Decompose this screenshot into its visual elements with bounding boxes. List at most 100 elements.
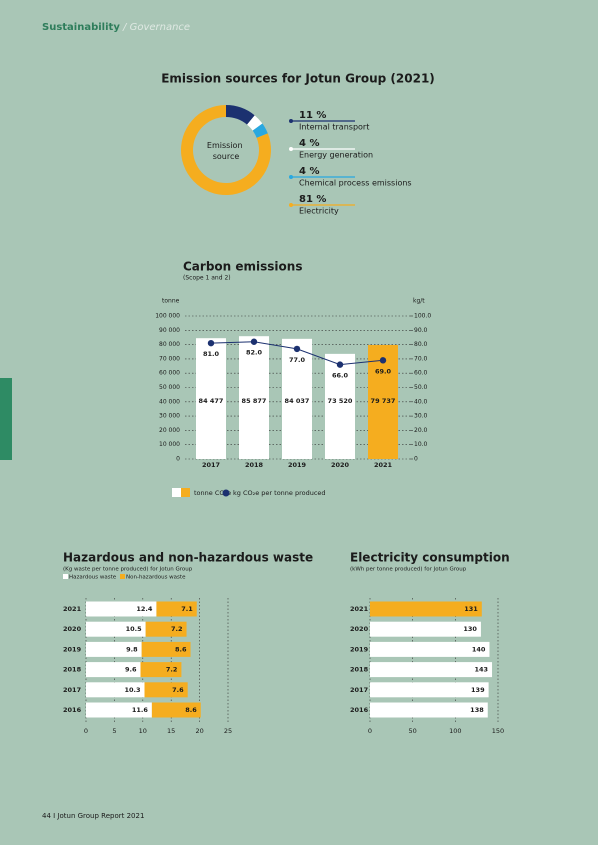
bar-segment <box>86 641 142 657</box>
bar-label: 131 <box>464 605 478 613</box>
y-tick-label: 0 <box>176 456 180 463</box>
bar-label: 73 520 <box>328 397 353 405</box>
bar-label: 140 <box>472 645 486 653</box>
bar-label: 138 <box>470 706 484 714</box>
x-tick-label: 150 <box>492 727 504 735</box>
x-tick-label: 2019 <box>288 461 307 469</box>
subsection: / Governance <box>122 22 190 33</box>
bar-label: 7.1 <box>181 605 193 613</box>
y-tick-label: 2019 <box>63 645 82 653</box>
x-tick-label: 100 <box>449 727 461 735</box>
bar <box>368 344 398 459</box>
bar-label: 10.5 <box>126 625 143 633</box>
legend-dot <box>222 489 230 497</box>
line-point <box>379 357 387 364</box>
legend-label: Non-hazardous waste <box>126 575 186 581</box>
y-tick-label: 2020 <box>63 625 82 633</box>
legend-dot <box>289 147 293 151</box>
legend-label: Chemical process emissions <box>299 179 412 188</box>
header: Sustainability / Governance <box>42 22 190 33</box>
y-tick-label: 40 000 <box>159 398 180 405</box>
legend-label: Electricity <box>299 207 339 216</box>
legend-label: Energy generation <box>299 151 373 160</box>
bar-segment <box>86 682 145 698</box>
section: Sustainability <box>42 22 120 33</box>
y2-tick-label: 30.0 <box>414 413 428 420</box>
legend-dot <box>289 119 293 123</box>
bar <box>370 641 490 657</box>
bar-segment <box>144 682 188 698</box>
y-tick-label: 60 000 <box>159 370 180 377</box>
bar-label: 130 <box>463 625 477 633</box>
bar-segment <box>156 601 197 617</box>
bar-label: 8.6 <box>175 645 187 653</box>
bar-segment <box>86 601 157 617</box>
y-tick-label: 2018 <box>350 666 369 674</box>
y2-tick-label: 100.0 <box>414 313 431 320</box>
y-tick-label: 2020 <box>350 625 369 633</box>
bar-label: 8.6 <box>185 706 197 714</box>
y-tick-label: 30 000 <box>159 413 180 420</box>
x-tick-label: 15 <box>167 727 175 735</box>
x-tick-label: 5 <box>112 727 116 735</box>
bar <box>370 601 482 617</box>
bar-segment <box>151 702 201 718</box>
line-point <box>207 339 215 347</box>
bar <box>370 621 481 637</box>
y2-tick-label: 10.0 <box>414 441 428 448</box>
legend-value: 4 % <box>299 166 319 177</box>
legend-label: Hazardous waste <box>69 575 117 581</box>
y-axis-label: tonne <box>162 298 180 305</box>
legend-swatch <box>181 488 190 497</box>
y-tick-label: 50 000 <box>159 384 180 391</box>
bar <box>282 338 312 459</box>
line-label: 82.0 <box>246 349 263 357</box>
bar-label: 7.6 <box>172 686 184 694</box>
line-label: 77.0 <box>289 356 306 364</box>
bar-label: 10.3 <box>124 686 140 694</box>
y2-tick-label: 80.0 <box>414 341 428 348</box>
bar-segment <box>86 702 152 718</box>
chart-subtitle: (kWh per tonne produced) for Jotun Group <box>350 567 467 573</box>
bar-label: 12.4 <box>136 605 153 613</box>
chart-title: Emission sources for Jotun Group (2021) <box>161 72 435 86</box>
y-tick-label: 80 000 <box>159 341 180 348</box>
side-tab <box>0 378 12 460</box>
bar <box>325 353 355 459</box>
legend-label: kg CO₂e per tonne produced <box>233 489 326 497</box>
bar-label: 9.6 <box>125 666 137 674</box>
bar-label: 84 037 <box>285 397 310 405</box>
y-tick-label: 2021 <box>350 605 369 613</box>
y2-axis-label: kg/t <box>413 298 425 305</box>
x-tick-label: 50 <box>409 727 417 735</box>
y-tick-label: 10 000 <box>159 441 180 448</box>
y2-tick-label: 40.0 <box>414 398 428 405</box>
x-tick-label: 20 <box>195 727 203 735</box>
bar <box>370 662 493 678</box>
bar-segment <box>140 662 182 678</box>
y-tick-label: 2016 <box>350 706 369 714</box>
bar <box>196 338 226 459</box>
line-label: 81.0 <box>203 350 220 358</box>
y2-tick-label: 60.0 <box>414 370 428 377</box>
donut-segment <box>247 115 263 131</box>
bar-segment <box>145 621 187 637</box>
line-label: 69.0 <box>375 367 392 375</box>
y2-tick-label: 90.0 <box>414 327 428 334</box>
x-tick-label: 2017 <box>202 461 220 469</box>
chart-title: Carbon emissions <box>183 260 302 274</box>
bar-label: 7.2 <box>166 666 178 674</box>
y-tick-label: 20 000 <box>159 427 180 434</box>
bar <box>370 702 488 718</box>
x-tick-label: 2021 <box>374 461 393 469</box>
y2-tick-label: 50.0 <box>414 384 428 391</box>
bar-segment <box>86 621 146 637</box>
center-label: Emission source <box>207 141 245 161</box>
bar-label: 7.2 <box>171 625 183 633</box>
y-tick-label: 100 000 <box>155 313 180 320</box>
y-tick-label: 2019 <box>350 645 369 653</box>
bar <box>370 682 489 698</box>
y-tick-label: 2021 <box>63 605 82 613</box>
y2-tick-label: 70.0 <box>414 355 428 362</box>
legend-swatch <box>63 574 68 579</box>
